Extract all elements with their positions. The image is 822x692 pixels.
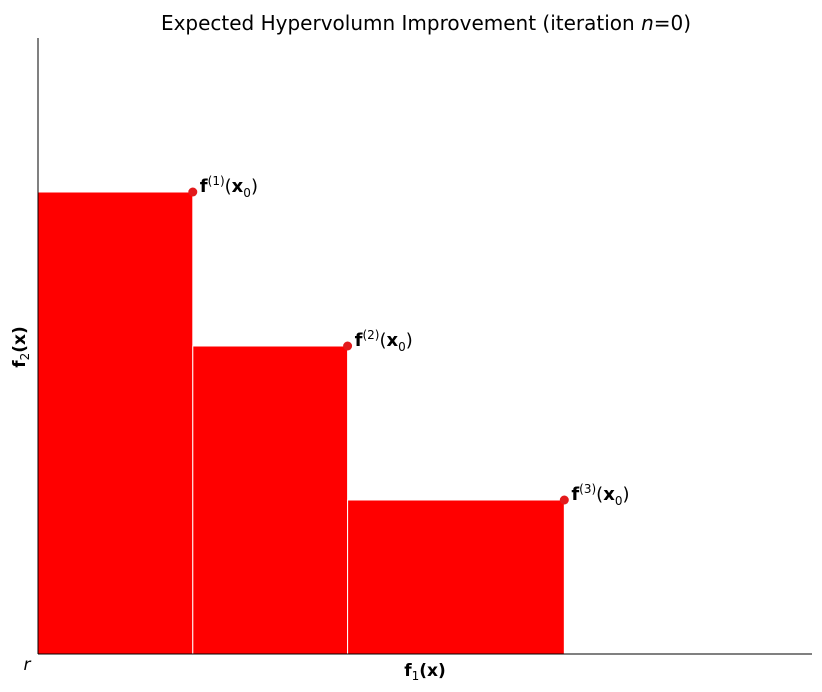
pareto-point-2 [343,341,353,351]
dominated-region [37,191,565,655]
pareto-point-1 [188,187,198,197]
dominated-box-3 [347,499,565,655]
point-label-open-paren: ( [225,176,232,197]
point-label-close-paren: ) [251,176,258,197]
point-label-arg: x [232,176,244,197]
dominated-box-1 [37,191,194,655]
pareto-point-3 [559,495,569,505]
point-label-sub: 0 [243,186,251,200]
point-label-base: f [355,330,363,351]
point-label-sub: 0 [398,340,406,354]
point-label-base: f [200,176,208,197]
x-axis-label-arg: (x) [419,661,446,681]
title-prefix: Expected Hypervolumn Improvement (iterat… [161,11,641,35]
reference-point-label: r [24,655,32,675]
point-label-base: f [571,484,579,505]
point-label-arg: x [603,484,615,505]
x-axis-label-base: f [404,661,412,681]
y-axis-label: f2(x) [10,326,32,368]
point-label-arg: x [386,330,398,351]
x-axis-label: f1(x) [404,661,446,683]
point-label-sup: (2) [362,328,379,342]
dominated-box-2 [192,345,349,655]
title-variable: n [641,11,654,35]
point-label-open-paren: ( [596,484,603,505]
point-label-2: f(2)(x0) [355,328,413,354]
point-label-sup: (1) [208,174,225,188]
title-suffix: =0) [654,11,691,35]
pareto-points [188,187,569,505]
point-labels: f(1)(x0)f(2)(x0)f(3)(x0) [200,174,630,508]
point-label-open-paren: ( [379,330,386,351]
y-axis-label-sub: 2 [18,353,32,361]
x-axis-label-sub: 1 [412,669,420,683]
point-label-3: f(3)(x0) [571,482,629,508]
point-label-sup: (3) [579,482,596,496]
point-label-sub: 0 [615,494,623,508]
point-label-close-paren: ) [406,330,413,351]
point-label-close-paren: ) [622,484,629,505]
chart-title: Expected Hypervolumn Improvement (iterat… [161,11,691,35]
point-label-1: f(1)(x0) [200,174,258,200]
y-axis-label-base: f [10,360,30,368]
y-axis-label-arg: (x) [10,326,30,353]
